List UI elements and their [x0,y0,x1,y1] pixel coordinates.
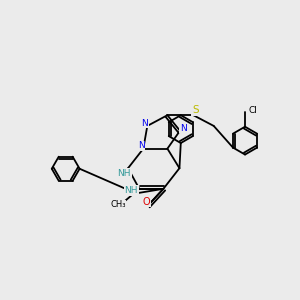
Text: N: N [138,142,145,151]
Text: N: N [180,124,187,133]
Text: NH: NH [124,186,138,195]
Text: N: N [141,119,148,128]
Text: CH₃: CH₃ [110,200,126,209]
Text: Cl: Cl [249,106,257,115]
Text: NH: NH [117,169,131,178]
Text: S: S [192,105,199,116]
Text: O: O [143,197,150,207]
